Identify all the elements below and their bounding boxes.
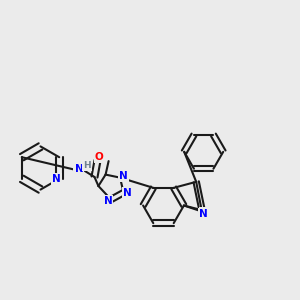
Text: N: N: [123, 188, 132, 199]
Text: O: O: [94, 152, 103, 162]
Text: O: O: [200, 208, 209, 218]
Text: N: N: [199, 209, 208, 219]
Text: N: N: [119, 171, 128, 181]
Text: H: H: [83, 161, 91, 170]
Text: N: N: [103, 196, 112, 206]
Text: N: N: [74, 164, 83, 175]
Text: N: N: [52, 174, 61, 184]
